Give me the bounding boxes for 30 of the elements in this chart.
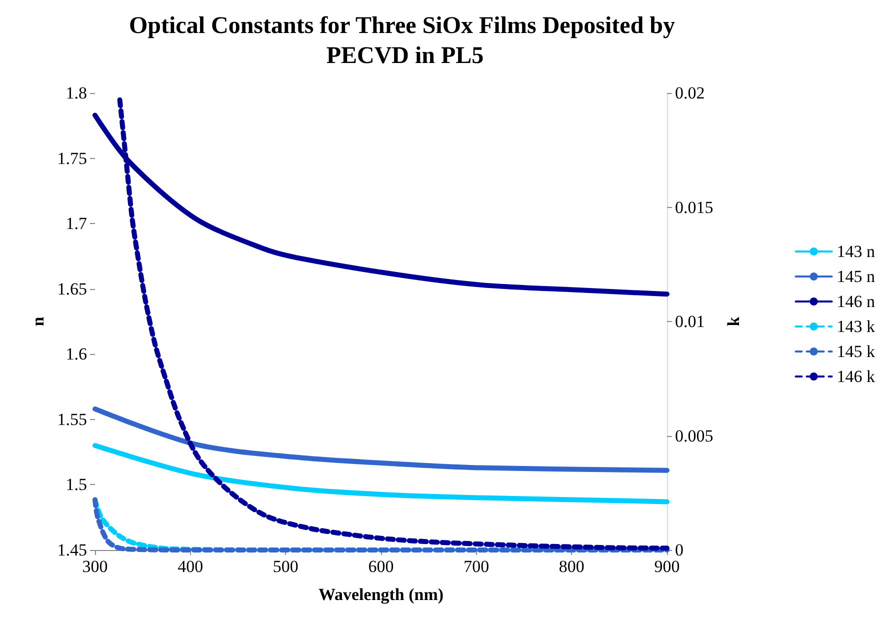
y-tick-label: 1.45 <box>57 540 87 560</box>
legend-label: 145 n <box>836 267 876 286</box>
y-tick-label: 1.55 <box>57 410 87 429</box>
y-tick-label: 1.7 <box>66 214 88 234</box>
y2-tick-label: 0.005 <box>675 426 714 446</box>
legend-label: 143 n <box>836 242 876 261</box>
legend-label: 145 k <box>836 342 876 361</box>
y-tick-label: 1.8 <box>66 84 87 102</box>
legend-label: 143 k <box>836 317 876 336</box>
x-tick-label: 300 <box>82 557 108 576</box>
y-tick-label: 1.75 <box>57 148 87 168</box>
y2-tick-label: 0.01 <box>675 312 705 331</box>
y2-axis-title: k <box>724 316 743 326</box>
x-tick-label: 600 <box>368 557 394 576</box>
y-tick-label: 1.6 <box>66 344 87 364</box>
legend-label: 146 k <box>836 367 876 386</box>
x-tick-label: 900 <box>654 557 680 576</box>
x-tick-label: 800 <box>558 557 584 576</box>
y2-tick-label: 0.02 <box>675 84 705 102</box>
y-tick-label: 1.5 <box>66 475 87 494</box>
legend-label: 146 n <box>836 292 876 311</box>
y2-tick-label: 0 <box>675 540 684 560</box>
y-tick-label: 1.65 <box>57 279 87 298</box>
x-tick-label: 700 <box>464 557 490 576</box>
y2-tick-label: 0.015 <box>675 198 714 217</box>
x-tick-label: 500 <box>272 557 298 576</box>
x-axis-title: Wavelength (nm) <box>318 585 444 604</box>
y-axis-title: n <box>28 316 48 326</box>
x-tick-label: 400 <box>178 557 204 576</box>
chart-title: Optical Constants for Three SiOx Films Deposited by PECVD in PL5 <box>128 13 682 69</box>
